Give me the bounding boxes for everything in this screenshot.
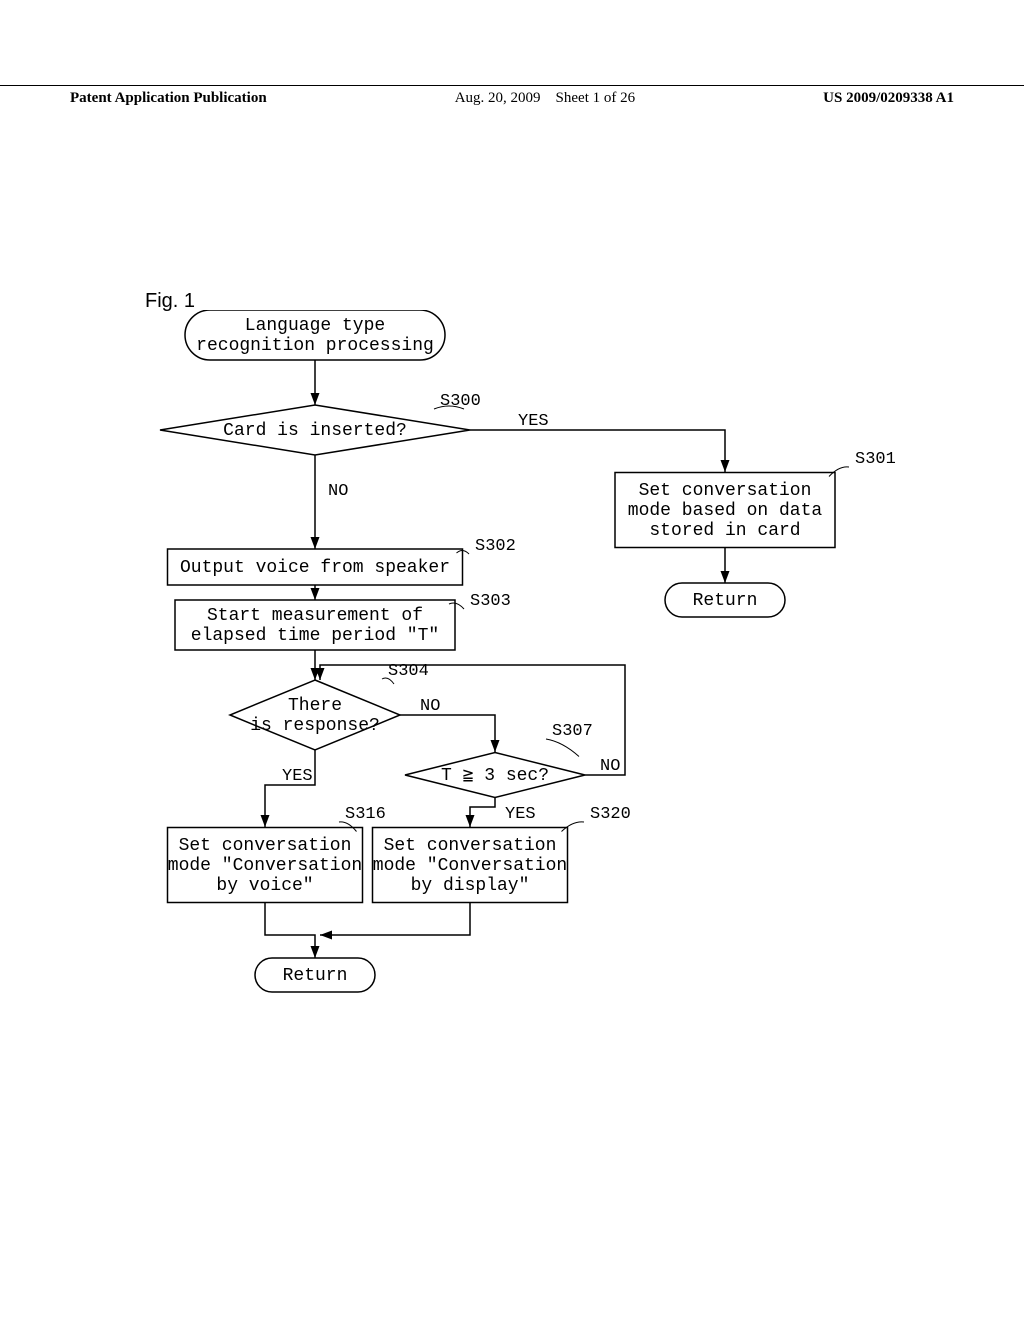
svg-text:S304: S304: [388, 662, 429, 681]
svg-text:S307: S307: [552, 722, 593, 741]
svg-text:is response?: is response?: [250, 716, 380, 736]
svg-text:by display": by display": [411, 876, 530, 896]
svg-text:S301: S301: [855, 450, 896, 469]
svg-text:Set conversation: Set conversation: [384, 836, 557, 856]
header-pubno: US 2009/0209338 A1: [823, 90, 954, 107]
svg-text:mode based on data: mode based on data: [628, 501, 823, 521]
svg-text:S303: S303: [470, 592, 511, 611]
svg-text:mode "Conversation: mode "Conversation: [373, 856, 567, 876]
svg-text:Start measurement of: Start measurement of: [207, 606, 423, 626]
svg-text:YES: YES: [505, 805, 536, 824]
svg-text:mode "Conversation: mode "Conversation: [168, 856, 362, 876]
svg-text:S302: S302: [475, 537, 516, 556]
header-date: Aug. 20, 2009: [455, 90, 541, 106]
header-row: Patent Application Publication Aug. 20, …: [0, 90, 1024, 107]
svg-text:There: There: [288, 696, 342, 716]
svg-text:recognition processing: recognition processing: [196, 336, 434, 356]
svg-text:Set conversation: Set conversation: [639, 481, 812, 501]
svg-text:Language type: Language type: [245, 316, 385, 336]
svg-text:Set conversation: Set conversation: [179, 836, 352, 856]
svg-text:by voice": by voice": [216, 876, 313, 896]
svg-text:Card is inserted?: Card is inserted?: [223, 421, 407, 441]
svg-text:elapsed time period "T": elapsed time period "T": [191, 626, 439, 646]
svg-text:S316: S316: [345, 805, 386, 824]
svg-text:Return: Return: [283, 966, 348, 986]
header-date-sheet: Aug. 20, 2009 Sheet 1 of 26: [455, 90, 635, 107]
header-sheet: Sheet 1 of 26: [556, 90, 636, 106]
svg-text:stored in card: stored in card: [649, 521, 800, 541]
svg-text:S320: S320: [590, 805, 631, 824]
svg-text:NO: NO: [600, 757, 620, 776]
svg-text:Return: Return: [693, 591, 758, 611]
svg-text:YES: YES: [282, 767, 313, 786]
svg-text:T ≧ 3 sec?: T ≧ 3 sec?: [441, 766, 549, 786]
svg-text:Output voice from speaker: Output voice from speaker: [180, 558, 450, 578]
flowchart-svg: YES NO NO YES NO YES Language typerecognition …: [120, 310, 900, 1030]
header-publication: Patent Application Publication: [70, 90, 267, 107]
svg-text:NO: NO: [328, 482, 348, 501]
svg-text:YES: YES: [518, 412, 549, 431]
svg-text:NO: NO: [420, 697, 440, 716]
page-header: Patent Application Publication Aug. 20, …: [0, 85, 1024, 107]
flowchart-container: YES NO NO YES NO YES Language typerecognition …: [120, 310, 900, 1030]
